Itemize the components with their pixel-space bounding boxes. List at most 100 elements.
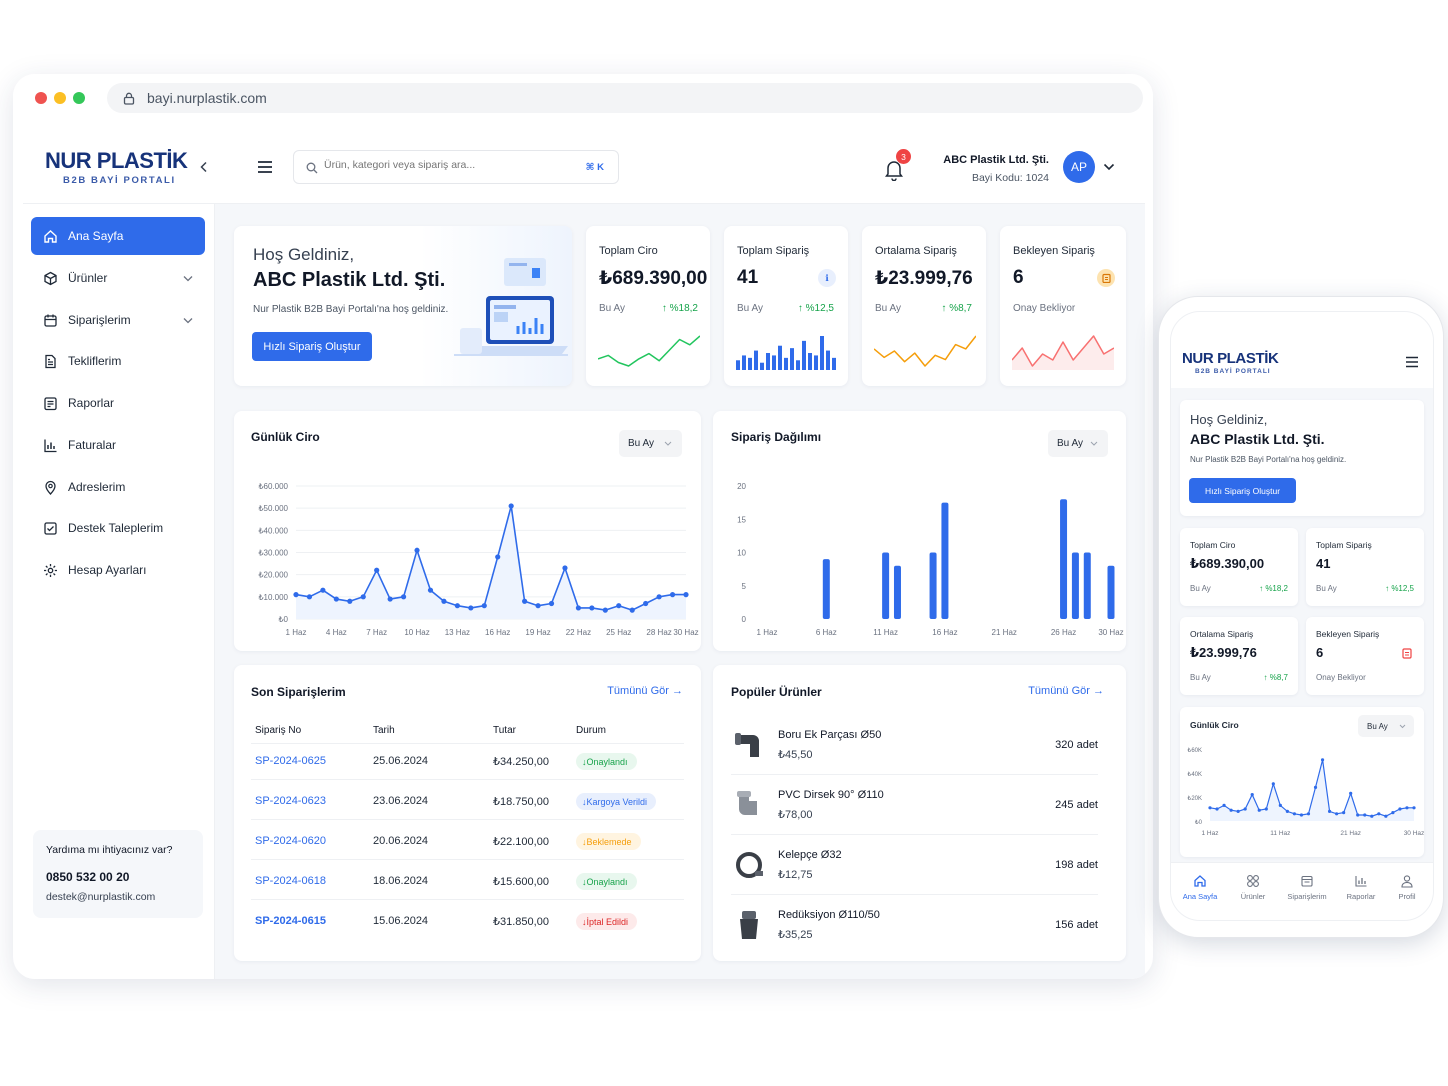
sidebar-item-label: Ana Sayfa <box>68 229 124 243</box>
sidebar-item-reports[interactable]: Raporlar <box>31 384 205 422</box>
chevron-down-icon <box>1399 724 1406 728</box>
status-arrow-icon: ↓ <box>582 836 587 847</box>
period-dropdown[interactable]: Bu Ay <box>619 430 682 457</box>
period-dropdown[interactable]: Bu Ay <box>1048 430 1108 457</box>
pending-clipboard-icon <box>1402 648 1412 659</box>
status-label: Onaylandı <box>586 876 628 887</box>
sidebar-item-orders[interactable]: Siparişlerim <box>31 301 205 339</box>
data-point <box>522 598 528 604</box>
bar <box>1107 565 1115 619</box>
period-dropdown[interactable]: Bu Ay <box>1358 715 1414 737</box>
sidebar-item-label: Tekliflerim <box>68 354 122 368</box>
stat-card-average[interactable]: Ortalama Sipariş ₺23.999,76 Bu Ay ↑ %8,7 <box>862 226 986 386</box>
bar <box>929 552 937 619</box>
mini-bar <box>784 357 788 370</box>
help-phone[interactable]: 0850 532 00 20 <box>46 870 130 884</box>
search-box[interactable]: ⌘ K <box>293 150 619 184</box>
order-amount: ₺34.250,00 <box>493 756 549 768</box>
status-arrow-icon: ↓ <box>582 916 587 927</box>
data-point <box>1222 803 1226 807</box>
mobile-stat-revenue[interactable]: Toplam Ciro ₺689.390,00 Bu Ay ↑ %18,2 <box>1180 528 1298 606</box>
sidebar-item-settings[interactable]: Hesap Ayarları <box>31 551 205 589</box>
brand-logo[interactable]: NUR PLASTİK <box>45 148 188 173</box>
column-header: Tutar <box>493 725 516 736</box>
quick-order-button[interactable]: Hızlı Sipariş Oluştur <box>252 332 372 361</box>
sidebar-item-home[interactable]: Ana Sayfa <box>31 217 205 255</box>
sidebar-item-invoices[interactable]: Faturalar <box>31 426 205 464</box>
view-all-orders-link[interactable]: Tümünü Gör → <box>607 685 683 697</box>
y-tick-label: 20 <box>737 482 746 491</box>
help-email[interactable]: destek@nurplastik.com <box>46 891 156 903</box>
mobile-tab-profile[interactable]: Profil <box>1381 874 1433 901</box>
data-point <box>669 592 676 598</box>
x-tick-label: 16 Haz <box>932 628 957 637</box>
status-badge: ↓ Onaylandı <box>576 873 637 890</box>
notification-button[interactable]: 3 <box>883 149 911 181</box>
avatar[interactable]: AP <box>1063 151 1095 183</box>
view-all-products-link[interactable]: Tümünü Gör → <box>1028 685 1104 697</box>
data-point <box>508 503 514 509</box>
stat-card-orders[interactable]: Toplam Sipariş 41 ℹ Bu Ay ↑ %12,5 <box>724 226 848 386</box>
stat-card-revenue[interactable]: Toplam Ciro ₺689.390,00 Bu Ay ↑ %18,2 <box>586 226 710 386</box>
daily-revenue-chart: ₺0 ₺10.000 ₺20.000 ₺30.000 ₺40.000 ₺50.000 ₺60… <box>258 482 698 637</box>
x-tick-label: 26 Haz <box>1051 628 1076 637</box>
stat-title: Ortalama Sipariş <box>1190 629 1254 639</box>
status-badge: ↓ Kargoya Verildi <box>576 793 657 810</box>
sidebar-item-offers[interactable]: Tekliflerim <box>31 342 205 380</box>
chevron-down-icon <box>183 317 193 323</box>
collapse-sidebar-icon[interactable] <box>199 161 209 173</box>
laptop-dashboard-illustration <box>454 258 568 356</box>
divider <box>731 834 1098 835</box>
popular-products-card: Popüler Ürünler Tümünü Gör → Boru Ek Par… <box>713 665 1126 961</box>
sidebar-item-addresses[interactable]: Adreslerim <box>31 468 205 506</box>
order-number-link[interactable]: SP-2024-0625 <box>255 755 326 767</box>
data-point <box>602 607 608 613</box>
x-tick-label: 28 Haz <box>646 628 671 637</box>
url-text: bayi.nurplastik.com <box>147 90 267 106</box>
product-name: Kelepçe Ø32 <box>778 849 842 861</box>
chevron-down-icon <box>183 275 193 281</box>
chevron-down-icon[interactable] <box>1103 163 1115 171</box>
mobile-tab-reports[interactable]: Raporlar <box>1335 874 1387 901</box>
mobile-tab-home[interactable]: Ana Sayfa <box>1174 874 1226 901</box>
mobile-quick-order-button[interactable]: Hızlı Sipariş Oluştur <box>1189 478 1296 503</box>
address-bar[interactable]: bayi.nurplastik.com <box>107 83 1143 113</box>
mobile-tab-orders[interactable]: Siparişlerim <box>1279 874 1335 901</box>
mini-bar <box>820 336 824 370</box>
minimize-window-button[interactable] <box>54 92 66 104</box>
order-number-link[interactable]: SP-2024-0623 <box>255 795 326 807</box>
chevron-down-icon <box>664 441 672 446</box>
sparkline-path <box>1012 335 1114 367</box>
mobile-stat-average[interactable]: Ortalama Sipariş ₺23.999,76 Bu Ay ↑ %8,7 <box>1180 617 1298 695</box>
stat-change: ↑ %8,7 <box>1263 673 1288 682</box>
pipe-fitting-icon <box>731 727 767 763</box>
x-tick-label: 30 Haz <box>1098 628 1123 637</box>
x-tick-label: 30 Haz <box>673 628 698 637</box>
mini-bar <box>772 355 776 370</box>
mobile-tab-products[interactable]: Ürünler <box>1227 874 1279 901</box>
sidebar-item-products[interactable]: Ürünler <box>31 259 205 297</box>
order-number-link[interactable]: SP-2024-0615 <box>255 915 326 927</box>
maximize-window-button[interactable] <box>73 92 85 104</box>
data-point <box>481 603 487 609</box>
mobile-stat-orders[interactable]: Toplam Sipariş 41 Bu Ay ↑ %12,5 <box>1306 528 1424 606</box>
mobile-brand-logo[interactable]: NUR PLASTİK <box>1182 350 1279 367</box>
sidebar-item-label: Hesap Ayarları <box>68 563 147 577</box>
data-point <box>1356 813 1360 817</box>
stat-period: Bu Ay <box>737 303 763 314</box>
order-number-link[interactable]: SP-2024-0620 <box>255 835 326 847</box>
y-tick-label: ₺40K <box>1188 771 1203 778</box>
search-input[interactable] <box>324 159 564 171</box>
menu-icon[interactable] <box>1405 356 1419 368</box>
sidebar-item-support[interactable]: Destek Taleplerim <box>31 509 205 547</box>
menu-icon[interactable] <box>257 160 273 174</box>
product-price: ₺45,50 <box>778 749 813 761</box>
data-point <box>441 598 447 604</box>
stat-card-pending[interactable]: Bekleyen Sipariş 6 Onay Bekliyor <box>1000 226 1126 386</box>
home-icon <box>1194 875 1206 887</box>
bar <box>1060 499 1068 619</box>
sidebar-item-label: Raporlar <box>68 396 115 410</box>
order-number-link[interactable]: SP-2024-0618 <box>255 875 326 887</box>
close-window-button[interactable] <box>35 92 47 104</box>
mobile-stat-pending[interactable]: Bekleyen Sipariş 6 Onay Bekliyor <box>1306 617 1424 695</box>
